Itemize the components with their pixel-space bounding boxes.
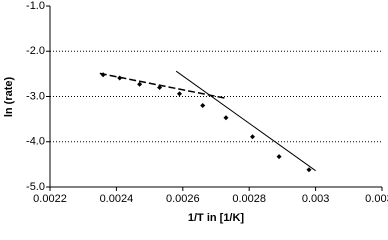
data-point: [223, 115, 229, 121]
y-tick-label: -1.0: [26, 0, 45, 12]
data-point: [250, 134, 256, 140]
y-tick-label: -2.0: [26, 45, 45, 57]
x-tick-label: 0.0028: [232, 193, 266, 205]
x-tick-label: 0.0032: [365, 193, 388, 205]
data-point: [157, 84, 163, 90]
x-axis-title: 1/T in [1/K]: [188, 212, 245, 224]
data-point: [276, 154, 282, 160]
x-tick-label: 0.0024: [100, 193, 134, 205]
x-tick-label: 0.0026: [166, 193, 200, 205]
data-point: [100, 72, 106, 78]
y-tick-label: -5.0: [26, 181, 45, 193]
y-tick-label: -3.0: [26, 90, 45, 102]
y-tick-label: -4.0: [26, 136, 45, 148]
data-point: [137, 81, 143, 87]
trend-line: [175, 70, 316, 172]
data-point: [117, 75, 123, 81]
chart: 1/T in [1/K] ln (rate) -5.0 -4.0 -3.0 -2.0 -…: [3, 0, 388, 224]
data-point: [306, 167, 312, 173]
data-point: [176, 91, 182, 97]
x-tick-label: 0.0022: [33, 193, 67, 205]
x-tick-label: 0.003: [302, 193, 330, 205]
y-axis-title: ln (rate): [3, 76, 15, 117]
data-point: [200, 103, 206, 109]
